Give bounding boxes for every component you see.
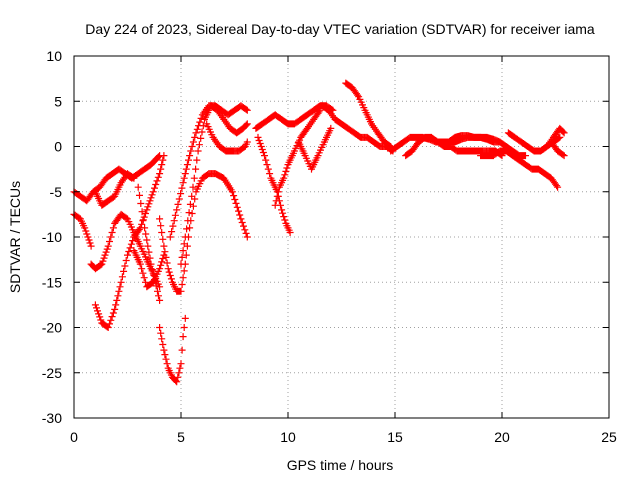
data-point-markers: [295, 124, 335, 173]
data-point-markers: [254, 133, 294, 236]
data-point-markers: [530, 124, 568, 155]
series-trace-8: [156, 314, 189, 386]
data-point-markers: [87, 210, 164, 291]
y-tick-label: -25: [42, 365, 62, 381]
data-point-markers: [177, 102, 251, 268]
series-trace-20: [402, 133, 506, 160]
data-point-markers: [203, 120, 251, 155]
data-point-markers: [156, 170, 251, 295]
y-tick-label: 10: [46, 48, 62, 64]
data-point-markers: [477, 147, 562, 191]
series-trace-12: [203, 120, 251, 155]
data-point-markers: [156, 314, 189, 386]
x-tick-label: 5: [177, 429, 185, 445]
y-tick-labels: -30 -25 -20 -15 -10 -5 0 5 10: [42, 48, 62, 426]
series-trace-7: [134, 183, 164, 304]
y-tick-label: -10: [42, 229, 62, 245]
x-tick-label: 0: [70, 429, 78, 445]
data-points: [70, 79, 568, 386]
y-tick-label: 5: [54, 93, 62, 109]
series-trace-5: [91, 170, 138, 209]
x-axis-title: GPS time / hours: [287, 457, 394, 473]
y-tick-label: -5: [50, 184, 63, 200]
x-tick-label: 10: [280, 429, 296, 445]
data-point-markers: [342, 79, 395, 150]
series-trace-15: [271, 106, 324, 209]
x-tick-label: 15: [387, 429, 403, 445]
data-point-markers: [91, 152, 168, 331]
x-tick-label: 25: [601, 429, 617, 445]
series-trace-24: [530, 124, 568, 155]
data-point-markers: [402, 133, 506, 160]
chart-title: Day 224 of 2023, Sidereal Day-to-day VTE…: [85, 21, 595, 37]
data-point-markers: [271, 106, 324, 209]
x-tick-labels: 0 5 10 15 20 25: [70, 429, 617, 445]
series-trace-14: [254, 133, 294, 236]
y-tick-label: -15: [42, 274, 62, 290]
series-trace-3: [87, 210, 164, 291]
y-tick-label: -20: [42, 320, 62, 336]
ticks: [73, 55, 610, 419]
series-trace-22: [477, 147, 562, 191]
y-axis-title: SDTVAR / TECUs: [7, 181, 23, 293]
y-tick-label: 0: [54, 139, 62, 155]
data-point-markers: [134, 183, 164, 304]
series-trace-21: [445, 132, 504, 146]
series-trace-18: [342, 79, 395, 150]
series-trace-25: [547, 138, 568, 160]
grid: [74, 56, 609, 418]
data-point-markers: [547, 138, 568, 160]
series-trace-4: [91, 152, 168, 331]
data-point-markers: [445, 132, 504, 146]
series-trace-9: [156, 170, 251, 295]
x-tick-label: 20: [494, 429, 510, 445]
y-tick-label: -30: [42, 410, 62, 426]
series-trace-11: [177, 102, 251, 268]
data-point-markers: [91, 170, 138, 209]
series-trace-16: [295, 124, 335, 173]
